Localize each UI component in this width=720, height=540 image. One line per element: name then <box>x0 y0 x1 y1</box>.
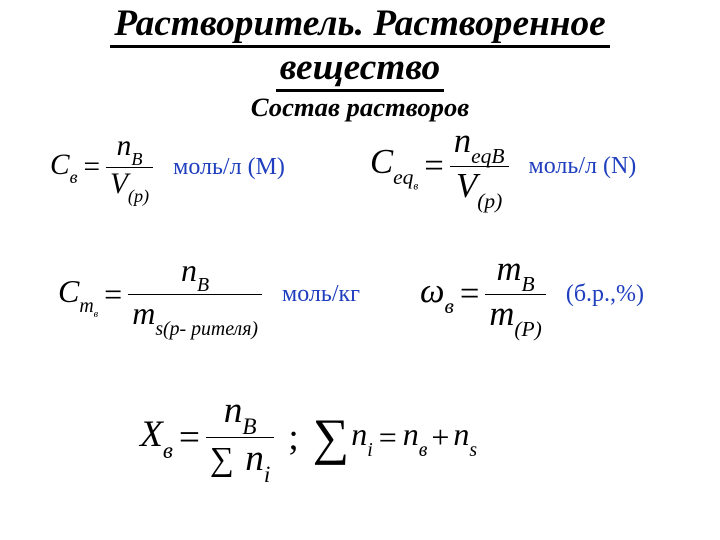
lhs-base: ω <box>420 272 444 310</box>
num-base: n <box>224 390 243 431</box>
num-base: n <box>117 130 132 162</box>
title-line2: вещество <box>276 48 444 92</box>
lhs-sub: в <box>163 438 173 464</box>
fraction: nB ms(р- рителя) <box>128 252 262 337</box>
semicolon: ; <box>288 416 298 459</box>
slide: Растворитель. Растворенное вещество Сост… <box>0 0 720 540</box>
formula-mass-fraction: ωв = mB m(P) <box>420 250 546 338</box>
den-base: m <box>489 295 514 333</box>
den-sub: i <box>264 462 270 488</box>
den-sub: (р) <box>128 186 149 206</box>
den-sub: (P) <box>514 317 541 341</box>
formula-mole-fraction: Xв = nB ∑ ni <box>140 390 274 485</box>
formula-sum-definition: ∑ ni = nв + ns <box>313 412 477 463</box>
equals-sign: = <box>454 275 486 314</box>
equals-sign: = <box>98 276 128 313</box>
lhs-base: X <box>140 414 163 455</box>
num-sub: eqB <box>471 144 504 168</box>
equals-sign: = <box>418 147 450 186</box>
t3-sub: s <box>469 439 477 461</box>
subtitle: Состав растворов <box>0 92 720 123</box>
row3: Xв = nB ∑ ni ; ∑ ni = nв + ns <box>140 390 477 485</box>
equals-sign: = <box>77 151 106 184</box>
lhs-base: C <box>58 273 79 309</box>
row1-left: Cв = nB V(р) моль/л (М) <box>50 130 285 205</box>
lhs-base: C <box>50 149 70 181</box>
sum-icon: ∑ <box>210 441 236 478</box>
plus-sign: + <box>427 419 453 456</box>
den-base: m <box>132 295 155 331</box>
formula-molar-concentration: Cв = nB V(р) <box>50 130 153 205</box>
annot-mol-per-kg: моль/кг <box>282 281 360 308</box>
num-sub: B <box>131 149 142 169</box>
t2-base: n <box>403 416 419 452</box>
num-base: m <box>497 250 522 288</box>
t3-base: n <box>453 416 469 452</box>
row2-right: ωв = mB m(P) (б.р.,%) <box>420 250 644 338</box>
lhs-sub2: в <box>94 309 98 320</box>
lhs-sub: в <box>444 294 453 318</box>
fraction: nB V(р) <box>106 130 153 205</box>
den-base: V <box>110 168 128 200</box>
row1-right: Ceqв = neqB V(р) моль/л (N) <box>370 122 636 210</box>
den-base: n <box>245 438 264 479</box>
sum-icon: ∑ <box>313 412 352 463</box>
equals-sign: = <box>373 419 403 456</box>
den-sub: (р) <box>477 189 502 213</box>
formula-molality: Cmв = nB ms(р- рителя) <box>58 252 262 337</box>
lhs-sub: в <box>70 167 78 187</box>
num-sub: B <box>197 274 209 296</box>
annot-mol-per-l-N: моль/л (N) <box>529 153 637 180</box>
num-base: n <box>181 252 197 288</box>
num-base: n <box>454 122 471 160</box>
fraction: mB m(P) <box>485 250 545 338</box>
fraction: neqB V(р) <box>450 122 509 210</box>
lhs-sub2: в <box>413 180 418 192</box>
lhs-sub: eq <box>393 165 413 189</box>
t2-sub: в <box>419 439 428 461</box>
den-sub: s(р- рителя) <box>155 318 258 340</box>
formula-equivalent-concentration: Ceqв = neqB V(р) <box>370 122 509 210</box>
annot-mol-per-l-M: моль/л (М) <box>173 154 285 181</box>
den-base: V <box>456 167 477 205</box>
lhs-sub: m <box>79 295 93 317</box>
t1-sub: i <box>367 439 373 461</box>
num-sub: B <box>522 272 535 296</box>
fraction: nB ∑ ni <box>206 390 274 485</box>
lhs-base: C <box>370 143 393 181</box>
row2-left: Cmв = nB ms(р- рителя) моль/кг <box>58 252 360 337</box>
num-sub: B <box>242 414 256 440</box>
annot-dimensionless: (б.р.,%) <box>566 281 644 308</box>
title-line1: Растворитель. Растворенное <box>110 4 609 48</box>
equals-sign: = <box>173 416 206 459</box>
page-title: Растворитель. Растворенное вещество <box>0 4 720 92</box>
t1-base: n <box>351 416 367 452</box>
